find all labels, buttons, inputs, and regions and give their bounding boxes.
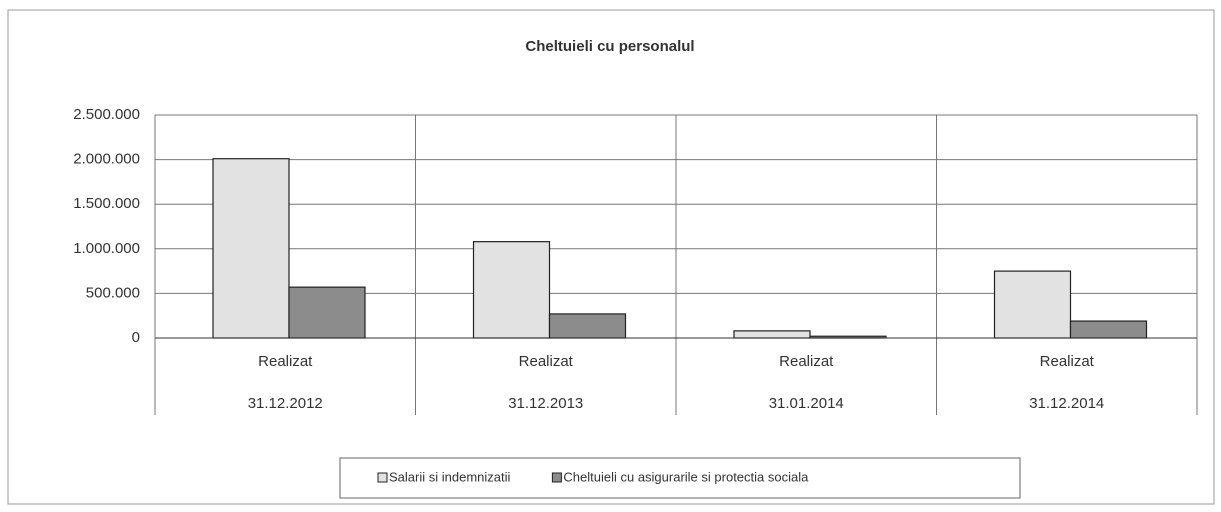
bar (1069, 320, 1148, 339)
x-tick-label: Realizat (1040, 353, 1095, 370)
legend-swatch (551, 472, 562, 483)
legend-label: Salarii si indemnizatii (389, 469, 510, 484)
y-tick-label: 1.500.000 (73, 195, 140, 212)
bar (212, 158, 290, 339)
x-tick-label: 31.12.2012 (248, 395, 323, 412)
y-tick-label: 2.500.000 (73, 106, 140, 123)
chart-title: Cheltuieli cu personalul (525, 38, 694, 55)
bar (472, 241, 551, 339)
legend-label: Cheltuieli cu asigurarile si protectia s… (563, 469, 809, 484)
bar (993, 270, 1072, 339)
legend-swatch (377, 472, 388, 483)
bar (288, 286, 366, 339)
bar (733, 330, 811, 339)
x-tick-label: Realizat (779, 353, 834, 370)
y-tick-label: 2.000.000 (73, 151, 140, 168)
x-tick-label: 31.01.2014 (769, 395, 844, 412)
chart-border (7, 9, 1215, 505)
x-tick-label: Realizat (258, 353, 313, 370)
legend-box (339, 457, 1021, 499)
y-tick-label: 500.000 (86, 284, 140, 301)
bar (548, 313, 627, 339)
x-tick-label: Realizat (519, 353, 574, 370)
x-tick-label: 31.12.2014 (1029, 395, 1104, 412)
y-tick-label: 1.000.000 (73, 240, 140, 257)
x-tick-label: 31.12.2013 (508, 395, 583, 412)
y-tick-label: 0 (132, 329, 140, 346)
